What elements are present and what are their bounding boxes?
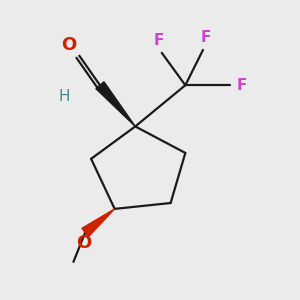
Text: F: F [154,33,164,48]
Text: O: O [61,36,76,54]
Text: O: O [76,234,92,252]
Text: F: F [237,78,247,93]
Text: F: F [201,31,211,46]
Text: H: H [59,89,70,104]
Polygon shape [96,82,135,126]
Polygon shape [82,209,115,237]
